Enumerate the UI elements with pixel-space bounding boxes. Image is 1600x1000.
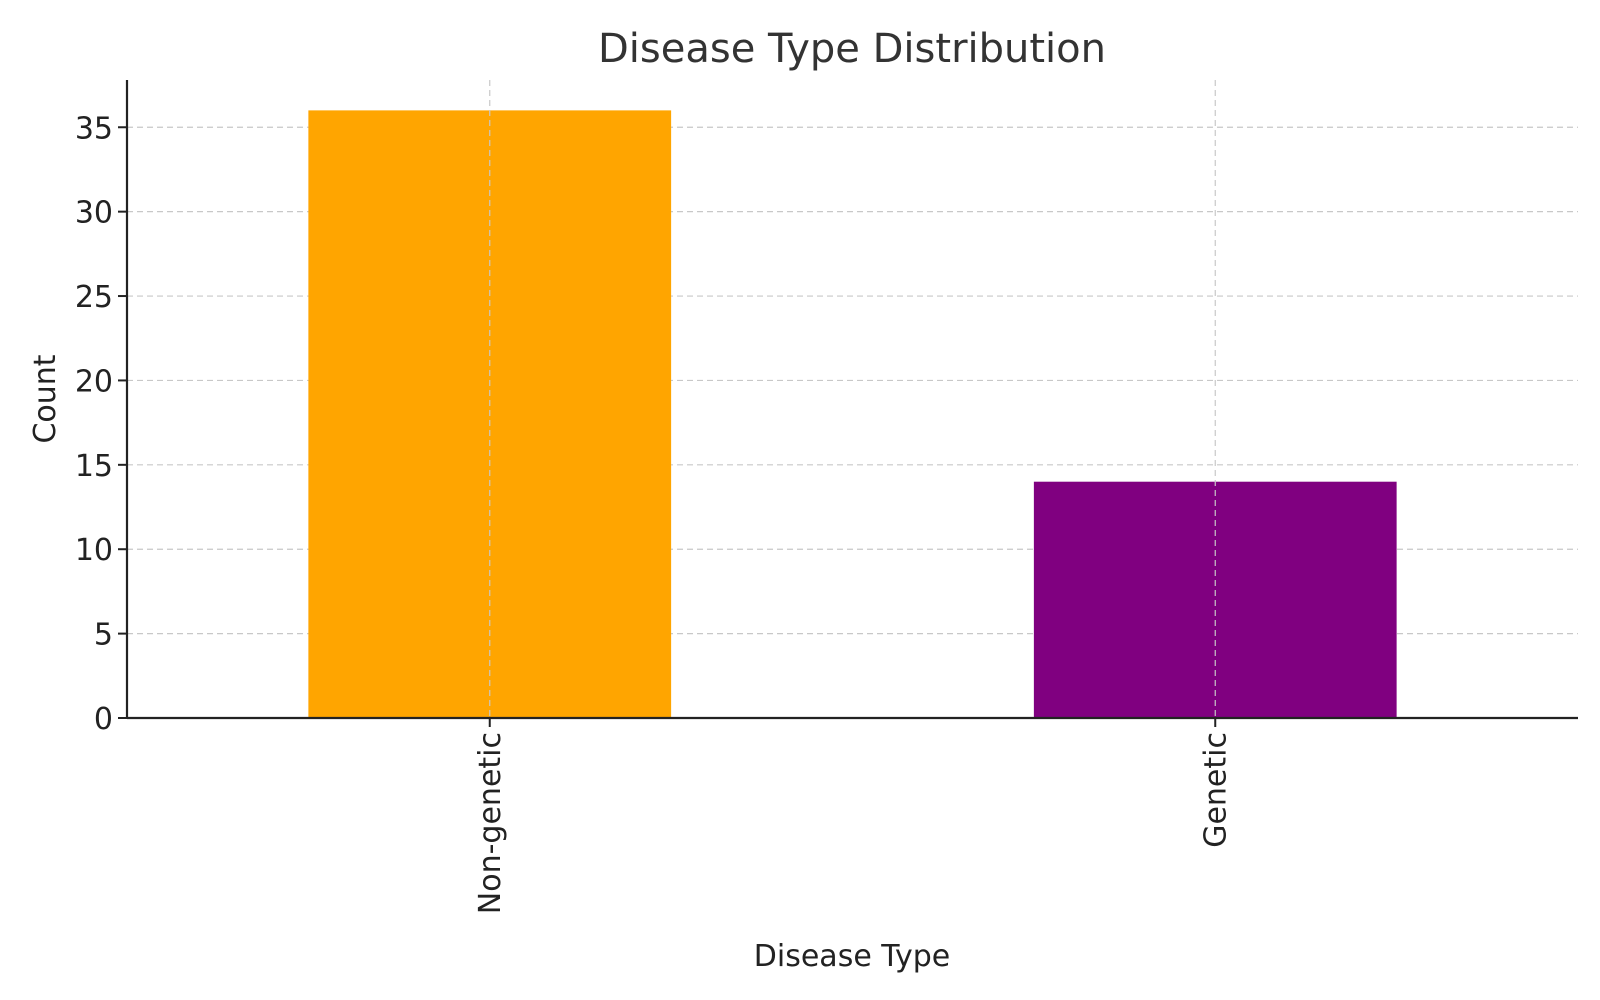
chart-title: Disease Type Distribution	[598, 26, 1106, 72]
x-tick-label: Non-genetic	[473, 732, 508, 914]
x-axis-label: Disease Type	[754, 939, 950, 974]
x-tick-layer: Non-genetic Genetic	[473, 718, 1233, 914]
axis-layer	[125, 80, 1578, 720]
y-tick-label: 30	[75, 196, 113, 231]
y-tick-label: 35	[75, 111, 113, 146]
x-tick-label: Genetic	[1198, 732, 1233, 848]
y-tick-label: 25	[75, 280, 113, 315]
y-tick-label: 5	[94, 618, 113, 653]
y-tick-label: 20	[75, 364, 113, 399]
bar-layer	[308, 80, 1397, 718]
y-axis-label: Count	[28, 354, 63, 443]
y-tick-label: 15	[75, 449, 113, 484]
y-tick-label: 10	[75, 533, 113, 568]
y-tick-layer: 0 5 10 15 20 25 30 35	[75, 111, 127, 737]
y-tick-label: 0	[94, 702, 113, 737]
